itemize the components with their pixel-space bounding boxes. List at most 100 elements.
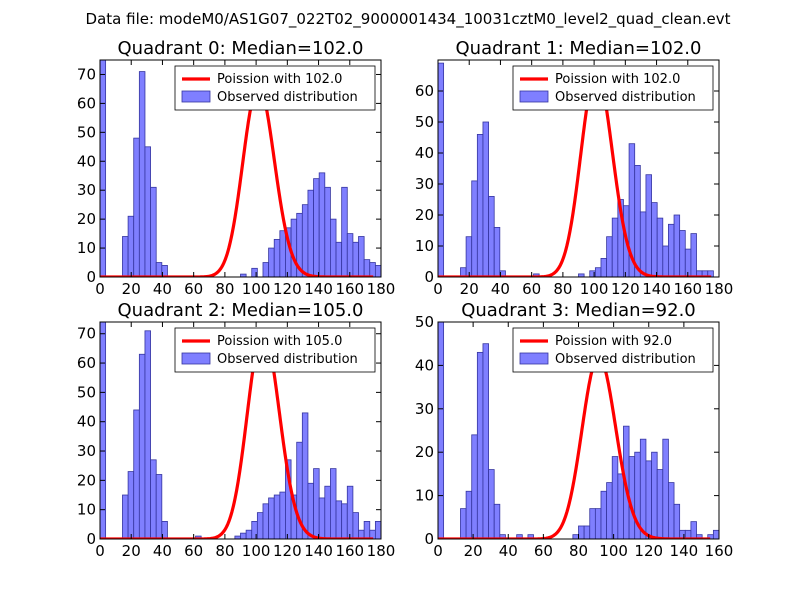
chart-title: Quadrant 0: Median=102.0 [118, 38, 364, 59]
histogram-bar [690, 521, 697, 539]
y-tick-label: 50 [415, 113, 434, 131]
histogram-bar [645, 460, 652, 539]
legend-label-observed: Observed distribution [217, 352, 358, 367]
x-tick-label: 60 [184, 280, 203, 298]
histogram-bar [493, 503, 501, 539]
histogram-bar [155, 262, 163, 277]
y-tick-label: 40 [77, 413, 96, 431]
histogram-bar [256, 512, 264, 539]
histogram-bar [668, 482, 675, 539]
x-tick-label: 100 [242, 542, 271, 560]
subplot-grid: Quadrant 0: Median=102.00 20 40 60 80 100 120 1… [77, 38, 733, 560]
chart-title: Quadrant 3: Median=92.0 [461, 300, 696, 321]
histogram-bar [133, 137, 140, 277]
x-tick-label: 160 [705, 542, 734, 560]
histogram-bar [363, 521, 371, 539]
legend-patch-swatch [519, 352, 549, 365]
histogram-bar [138, 353, 146, 539]
histogram-bar [465, 236, 473, 277]
histogram-bar [245, 529, 253, 539]
histogram-bar [161, 265, 168, 277]
legend-box [512, 65, 714, 111]
y-tick-label: 60 [77, 94, 96, 112]
x-tick-label: 80 [215, 280, 234, 298]
histogram-bar [639, 438, 647, 539]
legend-patch-swatch [181, 90, 211, 103]
y-tick-label: 30 [77, 442, 96, 460]
plot-area [438, 322, 719, 539]
legend: Poission with 102.0 Observed distribution [174, 65, 376, 111]
axes-frame [437, 59, 720, 278]
histogram-bar [572, 534, 579, 539]
histogram-bar [307, 189, 314, 277]
y-tick-label: 50 [77, 383, 96, 401]
histogram-bar [273, 238, 281, 277]
x-tick-label: 80 [553, 280, 572, 298]
legend-label-poisson: Poission with 92.0 [555, 334, 672, 349]
histogram-bar [335, 241, 343, 277]
histogram-bars [100, 60, 381, 277]
x-tick-label: 40 [491, 280, 510, 298]
chart-title: Quadrant 1: Median=102.0 [456, 38, 702, 59]
histogram-bar [476, 133, 484, 277]
histogram-bar [307, 482, 314, 539]
y-tick-label: 70 [77, 325, 96, 343]
histogram-bar [144, 330, 151, 539]
y-tick-label: 0 [86, 530, 96, 548]
histogram-bars [100, 322, 381, 539]
x-tick-label: 180 [367, 280, 396, 298]
histogram-bar [150, 186, 157, 277]
plot-area [100, 322, 381, 539]
histogram-bar [369, 262, 376, 277]
y-tick-label: 60 [415, 82, 434, 100]
histogram-bar [273, 494, 281, 539]
x-tick-label: 120 [634, 542, 663, 560]
histogram-bar [594, 508, 602, 539]
histogram-bar [127, 215, 135, 277]
histogram-bar [493, 226, 501, 277]
legend-label-poisson: Poission with 102.0 [555, 72, 680, 87]
x-tick-label: 120 [611, 280, 640, 298]
x-tick-label: 180 [705, 280, 734, 298]
y-tick-label: 20 [415, 443, 434, 461]
histogram-bar [290, 218, 298, 277]
histogram-bar [656, 217, 664, 277]
x-tick-label: 120 [273, 542, 302, 560]
histogram-bar [476, 351, 484, 539]
figure-suptitle: Data file: modeM0/AS1G07_022T02_90000014… [86, 10, 731, 29]
y-tick-label: 30 [415, 400, 434, 418]
x-tick-label: 120 [273, 280, 302, 298]
histogram-bar [634, 164, 641, 277]
histogram-bar [662, 438, 669, 539]
histogram-bar [122, 236, 129, 277]
histogram-bar [122, 494, 129, 539]
histogram-bar [668, 223, 675, 277]
x-tick-label: 0 [433, 542, 443, 560]
legend: Poission with 105.0 Observed distribution [174, 327, 376, 373]
x-tick-label: 60 [184, 542, 203, 560]
histogram-bar [100, 60, 107, 277]
histogram-bar [600, 257, 607, 277]
axes-frame [99, 59, 382, 278]
histogram-bar [262, 503, 270, 539]
y-tick-label: 10 [415, 487, 434, 505]
y-tick-label: 70 [77, 65, 96, 83]
x-tick-label: 80 [569, 542, 588, 560]
histogram-bar [690, 233, 697, 277]
x-tick-label: 20 [122, 542, 141, 560]
y-tick-label: 10 [77, 501, 96, 519]
histogram-bar [606, 236, 613, 277]
histogram-bar [645, 174, 652, 277]
histogram-bar [240, 532, 247, 539]
histogram-bar [150, 459, 157, 539]
histogram-bar [324, 186, 331, 277]
chart-title: Quadrant 2: Median=105.0 [118, 300, 364, 321]
histogram-bar [251, 267, 258, 277]
plot-area [438, 62, 714, 277]
histogram-bar [712, 529, 719, 539]
histogram-bar [488, 469, 495, 539]
x-tick-label: 160 [335, 542, 364, 560]
histogram-bar [363, 259, 371, 277]
y-tick-label: 10 [77, 239, 96, 257]
histogram-bar [324, 485, 331, 539]
